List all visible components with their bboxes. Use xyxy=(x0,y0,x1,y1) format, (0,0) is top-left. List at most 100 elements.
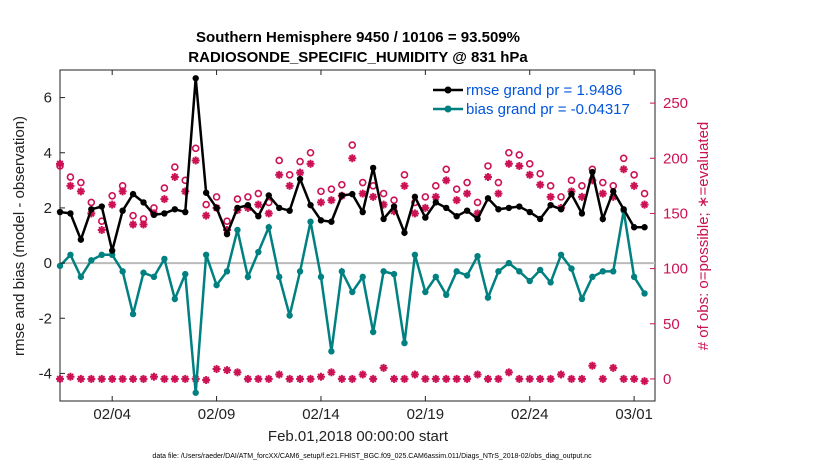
bias-point xyxy=(360,274,366,280)
rmse-point xyxy=(328,219,334,225)
rmse-point xyxy=(349,191,355,197)
obs-evaluated-bottom-marker xyxy=(641,377,649,385)
bias-point xyxy=(464,272,470,278)
rmse-point xyxy=(620,206,626,212)
x-tick-label: 02/04 xyxy=(93,406,131,423)
obs-evaluated-bottom-marker xyxy=(411,371,419,379)
bias-point xyxy=(558,252,564,258)
y-left-tick-label: 2 xyxy=(44,200,52,217)
obs-evaluated-marker xyxy=(484,173,492,181)
obs-evaluated-bottom-marker xyxy=(296,375,304,383)
bias-point xyxy=(57,263,63,269)
rmse-point xyxy=(140,199,146,205)
rmse-point xyxy=(67,210,73,216)
rmse-point xyxy=(506,205,512,211)
chart-title-line2: RADIOSONDE_SPECIFIC_HUMIDITY @ 831 hPa xyxy=(188,49,528,66)
y-left-tick-label: -4 xyxy=(39,365,52,382)
rmse-point xyxy=(464,207,470,213)
chart: Southern Hemisphere 9450 / 10106 = 93.50… xyxy=(0,0,830,470)
bias-point xyxy=(443,292,449,298)
x-axis-label: Feb.01,2018 00:00:00 start xyxy=(268,428,449,445)
rmse-point xyxy=(568,191,574,197)
obs-evaluated-bottom-marker xyxy=(609,364,617,372)
obs-evaluated-bottom-marker xyxy=(140,375,148,383)
y-left-tick-label: 4 xyxy=(44,145,52,162)
bias-point xyxy=(527,278,533,284)
obs-evaluated-bottom-marker xyxy=(307,375,315,383)
bias-point xyxy=(568,265,574,271)
rmse-point xyxy=(422,214,428,220)
obs-evaluated-bottom-marker xyxy=(515,375,523,383)
legend-bias-marker xyxy=(445,106,452,113)
bias-point xyxy=(266,224,272,230)
bias-point xyxy=(579,296,585,302)
obs-evaluated-bottom-marker xyxy=(150,373,158,381)
obs-evaluated-marker xyxy=(453,196,461,204)
bias-point xyxy=(631,274,637,280)
rmse-point xyxy=(182,209,188,215)
bias-point xyxy=(151,274,157,280)
rmse-point xyxy=(245,202,251,208)
rmse-point xyxy=(57,209,63,215)
bias-point xyxy=(67,252,73,258)
bias-point xyxy=(370,329,376,335)
obs-evaluated-bottom-marker xyxy=(557,371,565,379)
rmse-point xyxy=(99,203,105,209)
obs-evaluated-bottom-marker xyxy=(421,375,429,383)
bias-point xyxy=(203,252,209,258)
y-right-tick-label: 150 xyxy=(663,205,688,222)
bias-point xyxy=(641,290,647,296)
rmse-point xyxy=(516,203,522,209)
y-right-tick-label: 0 xyxy=(663,371,671,388)
rmse-point xyxy=(307,202,313,208)
bias-point xyxy=(78,274,84,280)
obs-evaluated-bottom-marker xyxy=(630,375,638,383)
obs-evaluated-bottom-marker xyxy=(474,371,482,379)
bias-point xyxy=(286,312,292,318)
bias-point xyxy=(589,274,595,280)
bias-point xyxy=(161,256,167,262)
y-axis-right-ticks: 0 50 100 150 200 250 xyxy=(650,95,688,388)
bias-point xyxy=(339,268,345,274)
obs-evaluated-marker xyxy=(275,171,283,179)
obs-evaluated-bottom-marker xyxy=(390,375,398,383)
x-tick-label: 02/19 xyxy=(407,406,445,423)
rmse-point xyxy=(474,216,480,222)
bias-point xyxy=(140,270,146,276)
bias-point xyxy=(349,289,355,295)
rmse-point xyxy=(193,75,199,81)
rmse-point xyxy=(589,169,595,175)
rmse-point xyxy=(339,192,345,198)
obs-evaluated-bottom-marker xyxy=(400,375,408,383)
obs-evaluated-marker xyxy=(620,165,628,173)
obs-evaluated-bottom-marker xyxy=(327,368,335,376)
rmse-point xyxy=(380,216,386,222)
y-right-tick-label: 100 xyxy=(663,261,688,278)
obs-evaluated-marker xyxy=(296,169,304,177)
rmse-point xyxy=(391,203,397,209)
legend: rmse grand pr = 1.9486 bias grand pr = -… xyxy=(428,76,646,120)
obs-evaluated-bottom-marker xyxy=(547,375,555,383)
rmse-point xyxy=(78,236,84,242)
bias-point xyxy=(88,257,94,263)
bias-point xyxy=(213,282,219,288)
rmse-point xyxy=(276,205,282,211)
x-tick-label: 02/24 xyxy=(511,406,549,423)
bias-point xyxy=(318,274,324,280)
obs-evaluated-bottom-marker xyxy=(348,375,356,383)
rmse-point xyxy=(527,209,533,215)
obs-evaluated-marker xyxy=(526,171,534,179)
bias-point xyxy=(474,253,480,259)
bias-point xyxy=(433,274,439,280)
bias-point xyxy=(182,271,188,277)
obs-evaluated-bottom-marker xyxy=(202,376,210,384)
obs-evaluated-bottom-marker xyxy=(463,375,471,383)
obs-evaluated-bottom-marker xyxy=(129,375,137,383)
obs-evaluated-marker xyxy=(327,196,335,204)
obs-evaluated-bottom-marker xyxy=(369,375,377,383)
rmse-point xyxy=(255,213,261,219)
y-right-tick-label: 250 xyxy=(663,95,688,112)
bias-point xyxy=(537,267,543,273)
obs-evaluated-bottom-marker xyxy=(286,375,294,383)
obs-evaluated-bottom-marker xyxy=(567,375,575,383)
